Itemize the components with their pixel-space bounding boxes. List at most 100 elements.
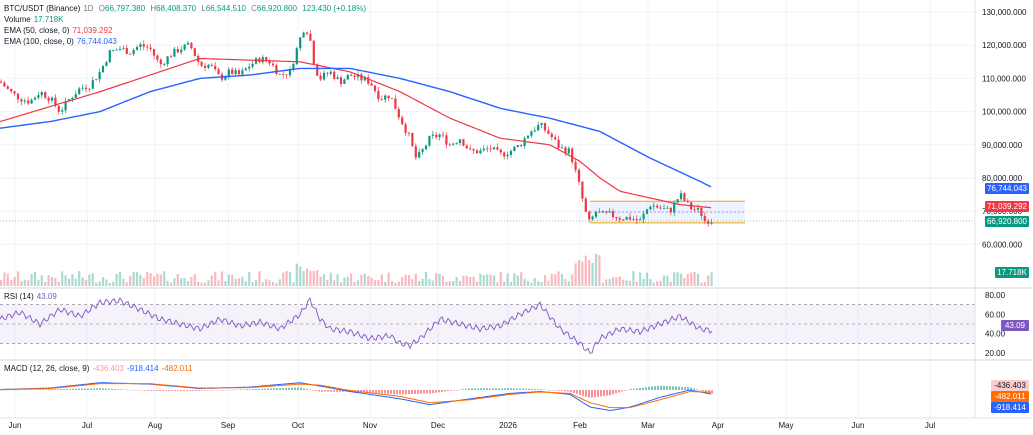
macd-histogram-bar <box>246 389 248 390</box>
candle-body <box>700 207 703 216</box>
candle-body <box>363 77 366 81</box>
symbol-name[interactable]: BTC/USDT (Binance) <box>4 4 81 13</box>
candle-body <box>74 94 77 99</box>
volume-bar <box>176 274 179 286</box>
interval[interactable]: 1D <box>83 4 94 13</box>
candle-body <box>271 63 275 66</box>
candle-body <box>523 138 526 146</box>
macd-histogram-bar <box>63 388 65 390</box>
volume-bar <box>302 271 305 286</box>
candle-body <box>438 134 441 138</box>
macd-legend[interactable]: MACD (12, 26, close, 9) -436.403 -918.414-… <box>4 364 196 374</box>
volume-bar <box>666 275 669 286</box>
candle-body <box>57 105 60 112</box>
candle-body <box>217 69 220 75</box>
macd-histogram-bar <box>552 390 554 391</box>
volume-legend[interactable]: Volume 17.718K <box>4 15 67 25</box>
macd-histogram-bar <box>441 390 443 392</box>
rsi-value: 43.09 <box>36 292 57 301</box>
volume-bar <box>81 277 84 286</box>
macd-histogram-bar <box>711 390 713 394</box>
candle-body <box>431 134 434 136</box>
volume-bar <box>40 275 43 286</box>
time-tick-label: Oct <box>292 421 305 430</box>
volume-bar <box>679 273 683 286</box>
macd-histogram-bar <box>204 390 206 391</box>
candle-body <box>465 145 468 149</box>
volume-bar <box>152 276 156 286</box>
volume-bar <box>496 282 499 286</box>
volume-bar <box>44 281 47 286</box>
ema100-legend[interactable]: EMA (100, close, 0) 76,744.043 <box>4 37 120 47</box>
volume-bar <box>615 277 618 286</box>
macd-histogram-bar <box>54 389 56 390</box>
candle-body <box>214 65 217 70</box>
candle-body <box>581 181 584 199</box>
macd-histogram-bar <box>3 389 5 391</box>
macd-histogram-bar <box>294 387 296 390</box>
candle-body <box>54 97 57 106</box>
volume-bar <box>611 277 615 286</box>
macd-histogram-bar <box>642 387 644 390</box>
macd-line-badge: -918.414 <box>991 402 1029 413</box>
volume-bar <box>438 273 441 286</box>
volume-bar <box>547 280 550 286</box>
volume-bar <box>696 273 700 286</box>
volume-bar <box>64 275 67 286</box>
candle-body <box>686 200 689 203</box>
macd-histogram-bar <box>519 388 521 390</box>
macd-histogram-bar <box>564 390 566 392</box>
low-label: L <box>201 4 206 13</box>
volume-bar <box>234 278 237 286</box>
macd-histogram-bar <box>315 390 317 391</box>
macd-histogram-bar <box>648 386 650 390</box>
macd-histogram-bar <box>525 388 527 390</box>
macd-histogram-bar <box>684 387 686 390</box>
candle-body <box>3 82 6 87</box>
volume-bar <box>479 273 482 286</box>
volume-bar <box>339 282 343 286</box>
candle-body <box>27 100 30 104</box>
macd-histogram-bar <box>687 387 689 390</box>
symbol-legend[interactable]: BTC/USDT (Binance) 1D O66,797.380 H68,408… <box>4 4 369 14</box>
candle-body <box>710 222 713 224</box>
macd-histogram-bar <box>168 390 170 391</box>
volume-bar <box>336 274 339 286</box>
open-label: O <box>98 4 106 13</box>
macd-histogram-bar <box>330 390 332 392</box>
macd-histogram-bar <box>369 390 371 393</box>
candle-body <box>530 131 533 136</box>
rsi-tick-label: 60.00 <box>985 310 1006 319</box>
volume-bar <box>622 279 625 286</box>
candle-body <box>0 81 3 83</box>
volume-bar <box>588 259 591 286</box>
candle-body <box>156 55 159 60</box>
volume-bar <box>319 276 322 286</box>
volume-bar <box>526 280 530 286</box>
candle-body <box>13 91 16 94</box>
candle-body <box>343 79 346 84</box>
volume-bar <box>673 272 676 286</box>
macd-histogram-bar <box>213 390 215 391</box>
candle-body <box>645 209 649 214</box>
candle-body <box>693 209 696 211</box>
candle-body <box>180 49 183 53</box>
volume-bar <box>322 274 326 286</box>
macd-histogram-bar <box>288 387 290 390</box>
candle-body <box>639 219 642 221</box>
candle-body <box>142 44 145 47</box>
macd-histogram-bar <box>483 388 485 390</box>
rsi-legend[interactable]: RSI (14) 43.09 <box>4 292 60 302</box>
candle-body <box>404 124 407 133</box>
volume-bar <box>492 275 496 286</box>
candle-body <box>224 76 227 80</box>
close-price-badge: 66,920.800 <box>985 216 1029 227</box>
volume-bar <box>288 272 292 286</box>
macd-histogram-bar <box>69 388 71 390</box>
macd-histogram-bar <box>303 388 305 390</box>
candle-body <box>248 66 251 69</box>
macd-signal-badge: -482.011 <box>991 391 1029 402</box>
ema50-legend[interactable]: EMA (50, close, 0) 71,039.292 <box>4 26 115 36</box>
macd-histogram-bar <box>480 388 482 390</box>
